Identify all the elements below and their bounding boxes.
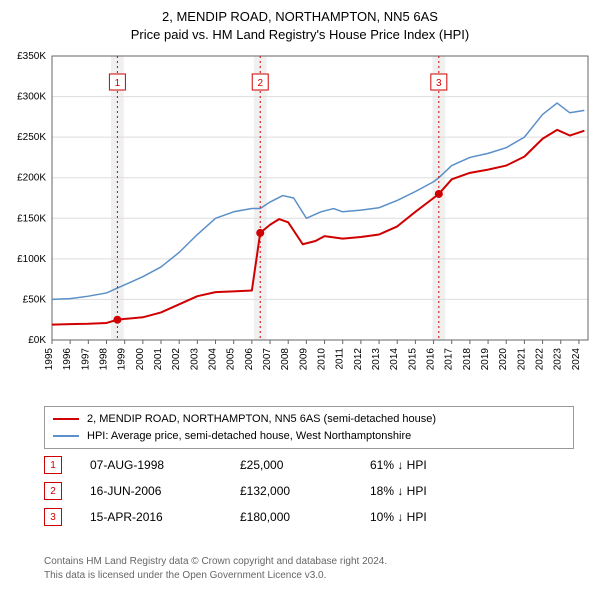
svg-text:2000: 2000 — [135, 348, 146, 371]
svg-text:2004: 2004 — [208, 348, 219, 371]
transaction-hpi-delta: 10% ↓ HPI — [370, 510, 556, 524]
transaction-price: £132,000 — [240, 484, 370, 498]
legend-label: 2, MENDIP ROAD, NORTHAMPTON, NN5 6AS (se… — [87, 411, 436, 428]
footer-line1: Contains HM Land Registry data © Crown c… — [44, 555, 387, 569]
transaction-price: £25,000 — [240, 458, 370, 472]
transaction-number-badge: 3 — [44, 508, 62, 526]
svg-text:£350K: £350K — [17, 51, 46, 62]
transaction-row: 1 07-AUG-1998£25,00061% ↓ HPI — [44, 452, 556, 478]
svg-text:2024: 2024 — [571, 348, 582, 371]
transaction-number-badge: 1 — [44, 456, 62, 474]
svg-text:2018: 2018 — [462, 348, 473, 371]
svg-text:£0K: £0K — [28, 335, 46, 346]
svg-text:2017: 2017 — [444, 348, 455, 371]
transaction-date: 07-AUG-1998 — [90, 458, 240, 472]
chart-title-line2: Price paid vs. HM Land Registry's House … — [0, 26, 600, 44]
transaction-hpi-delta: 18% ↓ HPI — [370, 484, 556, 498]
svg-text:2002: 2002 — [171, 348, 182, 371]
legend-swatch — [53, 418, 79, 420]
svg-text:2014: 2014 — [389, 348, 400, 371]
svg-text:2001: 2001 — [153, 348, 164, 371]
svg-text:2006: 2006 — [244, 348, 255, 371]
transaction-row: 2 16-JUN-2006£132,00018% ↓ HPI — [44, 478, 556, 504]
svg-text:2021: 2021 — [516, 348, 527, 371]
svg-text:2009: 2009 — [298, 348, 309, 371]
legend-swatch — [53, 435, 79, 437]
price-chart: £0K £50K £100K £150K £200K £250K £300K £350K 199… — [0, 48, 600, 398]
svg-text:1996: 1996 — [62, 348, 73, 371]
svg-text:2019: 2019 — [480, 348, 491, 371]
svg-text:2007: 2007 — [262, 348, 273, 371]
transaction-date: 15-APR-2016 — [90, 510, 240, 524]
svg-text:£200K: £200K — [17, 173, 46, 184]
transaction-table: 1 07-AUG-1998£25,00061% ↓ HPI 2 16-JUN-2006… — [44, 452, 556, 530]
transaction-number-badge: 2 — [44, 482, 62, 500]
legend: 2, MENDIP ROAD, NORTHAMPTON, NN5 6AS (se… — [44, 406, 574, 449]
svg-text:2023: 2023 — [553, 348, 564, 371]
svg-text:1995: 1995 — [44, 348, 55, 371]
svg-text:2010: 2010 — [317, 348, 328, 371]
svg-text:2008: 2008 — [280, 348, 291, 371]
svg-text:2015: 2015 — [407, 348, 418, 371]
chart-title-line1: 2, MENDIP ROAD, NORTHAMPTON, NN5 6AS — [0, 8, 600, 26]
svg-text:1999: 1999 — [117, 348, 128, 371]
legend-label: HPI: Average price, semi-detached house,… — [87, 428, 411, 445]
svg-text:2013: 2013 — [371, 348, 382, 371]
svg-text:2003: 2003 — [189, 348, 200, 371]
svg-text:2011: 2011 — [335, 348, 346, 370]
transaction-row: 3 15-APR-2016£180,00010% ↓ HPI — [44, 504, 556, 530]
footer-attribution: Contains HM Land Registry data © Crown c… — [44, 555, 387, 582]
svg-text:2016: 2016 — [426, 348, 437, 371]
legend-row: HPI: Average price, semi-detached house,… — [53, 428, 565, 445]
svg-text:3: 3 — [436, 78, 442, 89]
svg-text:1997: 1997 — [80, 348, 91, 371]
transaction-price: £180,000 — [240, 510, 370, 524]
svg-text:1998: 1998 — [99, 348, 110, 371]
footer-line2: This data is licensed under the Open Gov… — [44, 569, 387, 583]
svg-text:2: 2 — [257, 78, 263, 89]
svg-text:£100K: £100K — [17, 254, 46, 265]
svg-text:2012: 2012 — [353, 348, 364, 371]
svg-text:£250K: £250K — [17, 132, 46, 143]
svg-text:2022: 2022 — [535, 348, 546, 371]
svg-text:£50K: £50K — [23, 294, 47, 305]
chart-svg: £0K £50K £100K £150K £200K £250K £300K £350K 199… — [0, 48, 600, 398]
transaction-hpi-delta: 61% ↓ HPI — [370, 458, 556, 472]
legend-row: 2, MENDIP ROAD, NORTHAMPTON, NN5 6AS (se… — [53, 411, 565, 428]
svg-text:£150K: £150K — [17, 213, 46, 224]
svg-text:2005: 2005 — [226, 348, 237, 371]
svg-text:£300K: £300K — [17, 92, 46, 103]
svg-text:1: 1 — [115, 78, 121, 89]
svg-text:2020: 2020 — [498, 348, 509, 371]
transaction-date: 16-JUN-2006 — [90, 484, 240, 498]
